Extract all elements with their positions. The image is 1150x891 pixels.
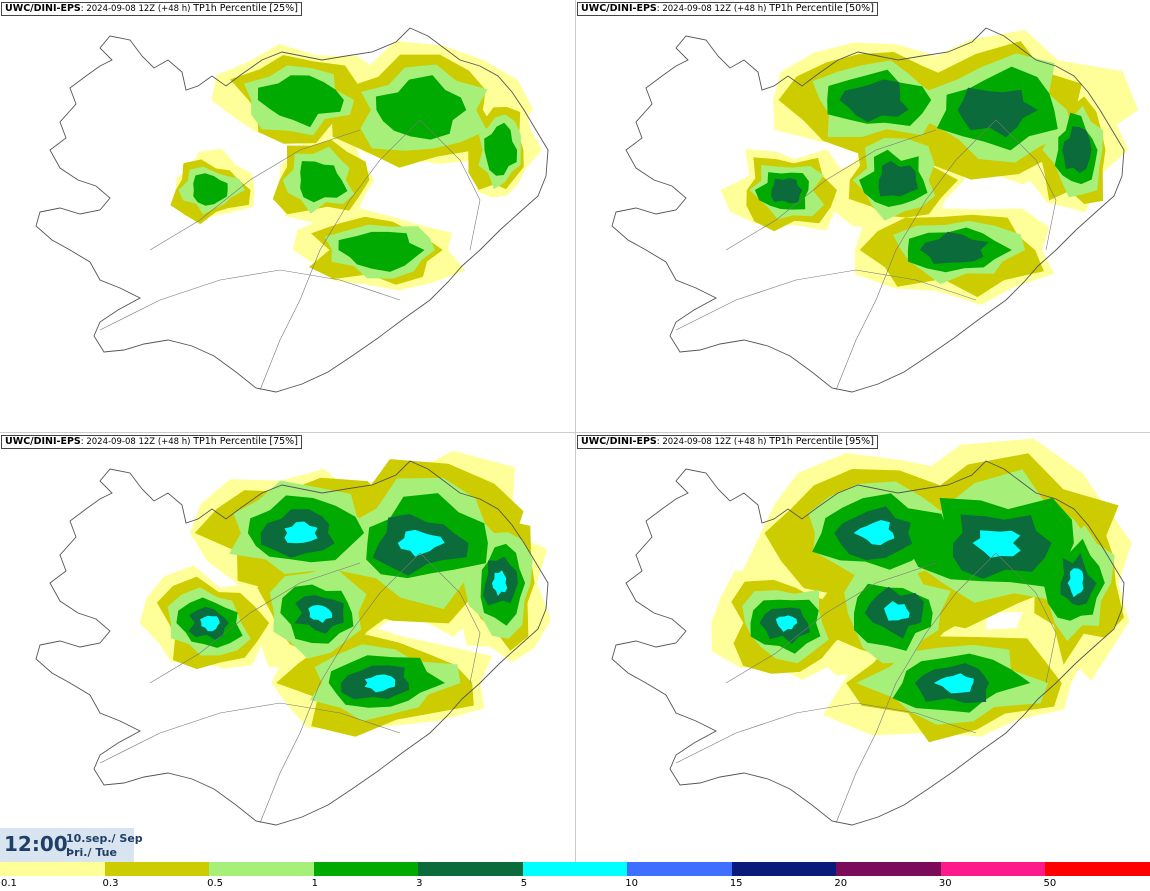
legend-swatch <box>731 862 837 876</box>
legend-swatch <box>522 862 628 876</box>
color-legend: 0.1 0.3 0.5 1 3 5 10 15 20 30 50 <box>0 862 1150 891</box>
legend-tick-label: 20 <box>834 878 848 889</box>
precip-map-50 <box>611 27 1139 393</box>
legend-tick-label: 0.5 <box>207 878 223 889</box>
panel-title: UWC/DINI-EPS: 2024-09-08 12Z (+48 h) TP1… <box>1 435 302 449</box>
legend-tick-label: 10 <box>625 878 638 889</box>
legend-tick-label: 5 <box>520 878 528 889</box>
legend-swatch <box>313 862 419 876</box>
valid-time: 12:00 <box>4 832 68 856</box>
precip-map-75 <box>35 450 551 826</box>
panel-title: UWC/DINI-EPS: 2024-09-08 12Z (+48 h) TP1… <box>1 2 302 16</box>
valid-date: 10.sep./ Sep <box>66 832 143 845</box>
legend-tick-label: 15 <box>729 878 743 889</box>
legend-tick-label: 0.1 <box>1 878 17 889</box>
legend-swatch <box>940 862 1046 876</box>
valid-weekday: Þri./ Tue <box>66 846 117 859</box>
legend-swatch <box>209 862 315 876</box>
legend-swatch <box>836 862 942 876</box>
legend-tick-label: 1 <box>311 878 318 889</box>
legend-swatch <box>104 862 210 876</box>
legend-swatch <box>627 862 733 876</box>
precip-map-95 <box>611 438 1132 826</box>
panel-title: UWC/DINI-EPS: 2024-09-08 12Z (+48 h) TP1… <box>577 2 878 16</box>
legend-tick-label: 3 <box>416 878 423 889</box>
precip-map-25 <box>35 27 549 393</box>
legend-swatch <box>418 862 524 876</box>
legend-swatch <box>0 862 106 876</box>
map-panel-50: UWC/DINI-EPS: 2024-09-08 12Z (+48 h) TP1… <box>575 0 1150 432</box>
legend-tick-label: 30 <box>938 878 952 889</box>
panel-title: UWC/DINI-EPS: 2024-09-08 12Z (+48 h) TP1… <box>577 435 878 449</box>
map-panel-95: UWC/DINI-EPS: 2024-09-08 12Z (+48 h) TP1… <box>575 432 1150 864</box>
legend-swatch <box>1045 862 1150 876</box>
legend-tick-label: 0.3 <box>102 878 119 889</box>
map-panel-75: UWC/DINI-EPS: 2024-09-08 12Z (+48 h) TP1… <box>0 432 575 864</box>
map-panel-25: UWC/DINI-EPS: 2024-09-08 12Z (+48 h) TP1… <box>0 0 575 432</box>
legend-tick-label: 50 <box>1043 878 1057 889</box>
valid-time-box: 12:00 10.sep./ Sep Þri./ Tue <box>0 828 143 862</box>
